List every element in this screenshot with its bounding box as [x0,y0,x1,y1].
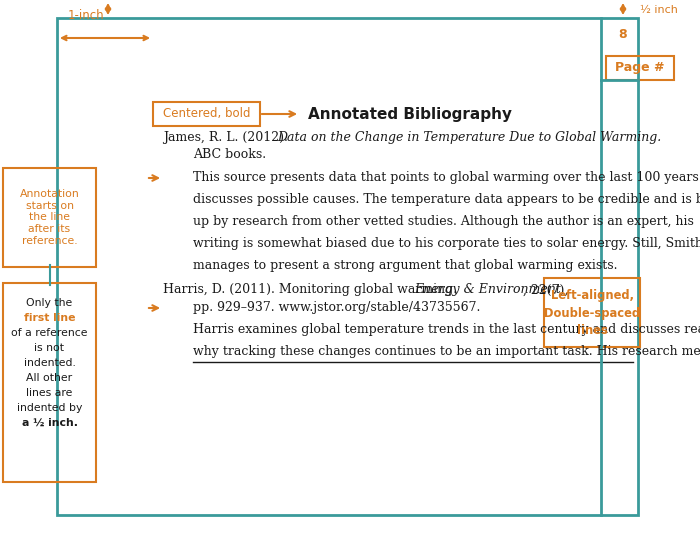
Text: why tracking these changes continues to be an important task. His research metho: why tracking these changes continues to … [193,346,700,359]
Text: pp. 929–937. www.jstor.org/stable/43735567.: pp. 929–937. www.jstor.org/stable/437355… [193,301,480,314]
Text: 8: 8 [619,28,627,41]
Text: Harris examines global temperature trends in the last century and discusses reas: Harris examines global temperature trend… [193,324,700,337]
Text: Only the: Only the [27,298,73,308]
Text: Data on the Change in Temperature Due to Global Warming.: Data on the Change in Temperature Due to… [277,130,662,143]
Text: manages to present a strong argument that global warming exists.: manages to present a strong argument tha… [193,260,617,273]
Text: Annotated Bibliography: Annotated Bibliography [308,107,512,122]
Text: 1-inch: 1-inch [68,9,104,22]
Text: ABC books.: ABC books. [193,148,266,162]
Text: is not: is not [34,343,64,353]
Text: Annotation
starts on
the line
after its
reference.: Annotation starts on the line after its … [20,189,79,246]
Text: lines are: lines are [27,388,73,398]
Text: , 22(7),: , 22(7), [523,283,568,296]
Text: James, R. L. (2012).: James, R. L. (2012). [163,130,292,143]
Text: a ½ inch.: a ½ inch. [22,418,78,428]
Bar [57,18,638,515]
Text: lines: lines [577,325,608,338]
Text: Left-aligned,: Left-aligned, [550,288,634,301]
Text: This source presents data that points to global warming over the last 100 years : This source presents data that points to… [193,171,700,184]
Text: ½ inch: ½ inch [640,5,678,15]
Text: indented by: indented by [17,403,82,413]
Text: writing is somewhat biased due to his corporate ties to solar energy. Still, Smi: writing is somewhat biased due to his co… [193,237,700,250]
Text: of a reference: of a reference [11,328,88,338]
Text: All other: All other [27,373,73,383]
Text: Centered, bold: Centered, bold [162,108,251,121]
Text: Harris, D. (2011). Monitoring global warming.: Harris, D. (2011). Monitoring global war… [163,283,461,296]
Text: Page #: Page # [615,62,665,75]
Text: up by research from other vetted studies. Although the author is an expert, his: up by research from other vetted studies… [193,215,694,228]
Text: indented.: indented. [24,358,76,368]
Text: Double-spaced: Double-spaced [544,307,640,320]
Text: discusses possible causes. The temperature data appears to be credible and is ba: discusses possible causes. The temperatu… [193,194,700,207]
Text: first line: first line [24,313,76,323]
Text: Energy & Environment: Energy & Environment [414,283,561,296]
